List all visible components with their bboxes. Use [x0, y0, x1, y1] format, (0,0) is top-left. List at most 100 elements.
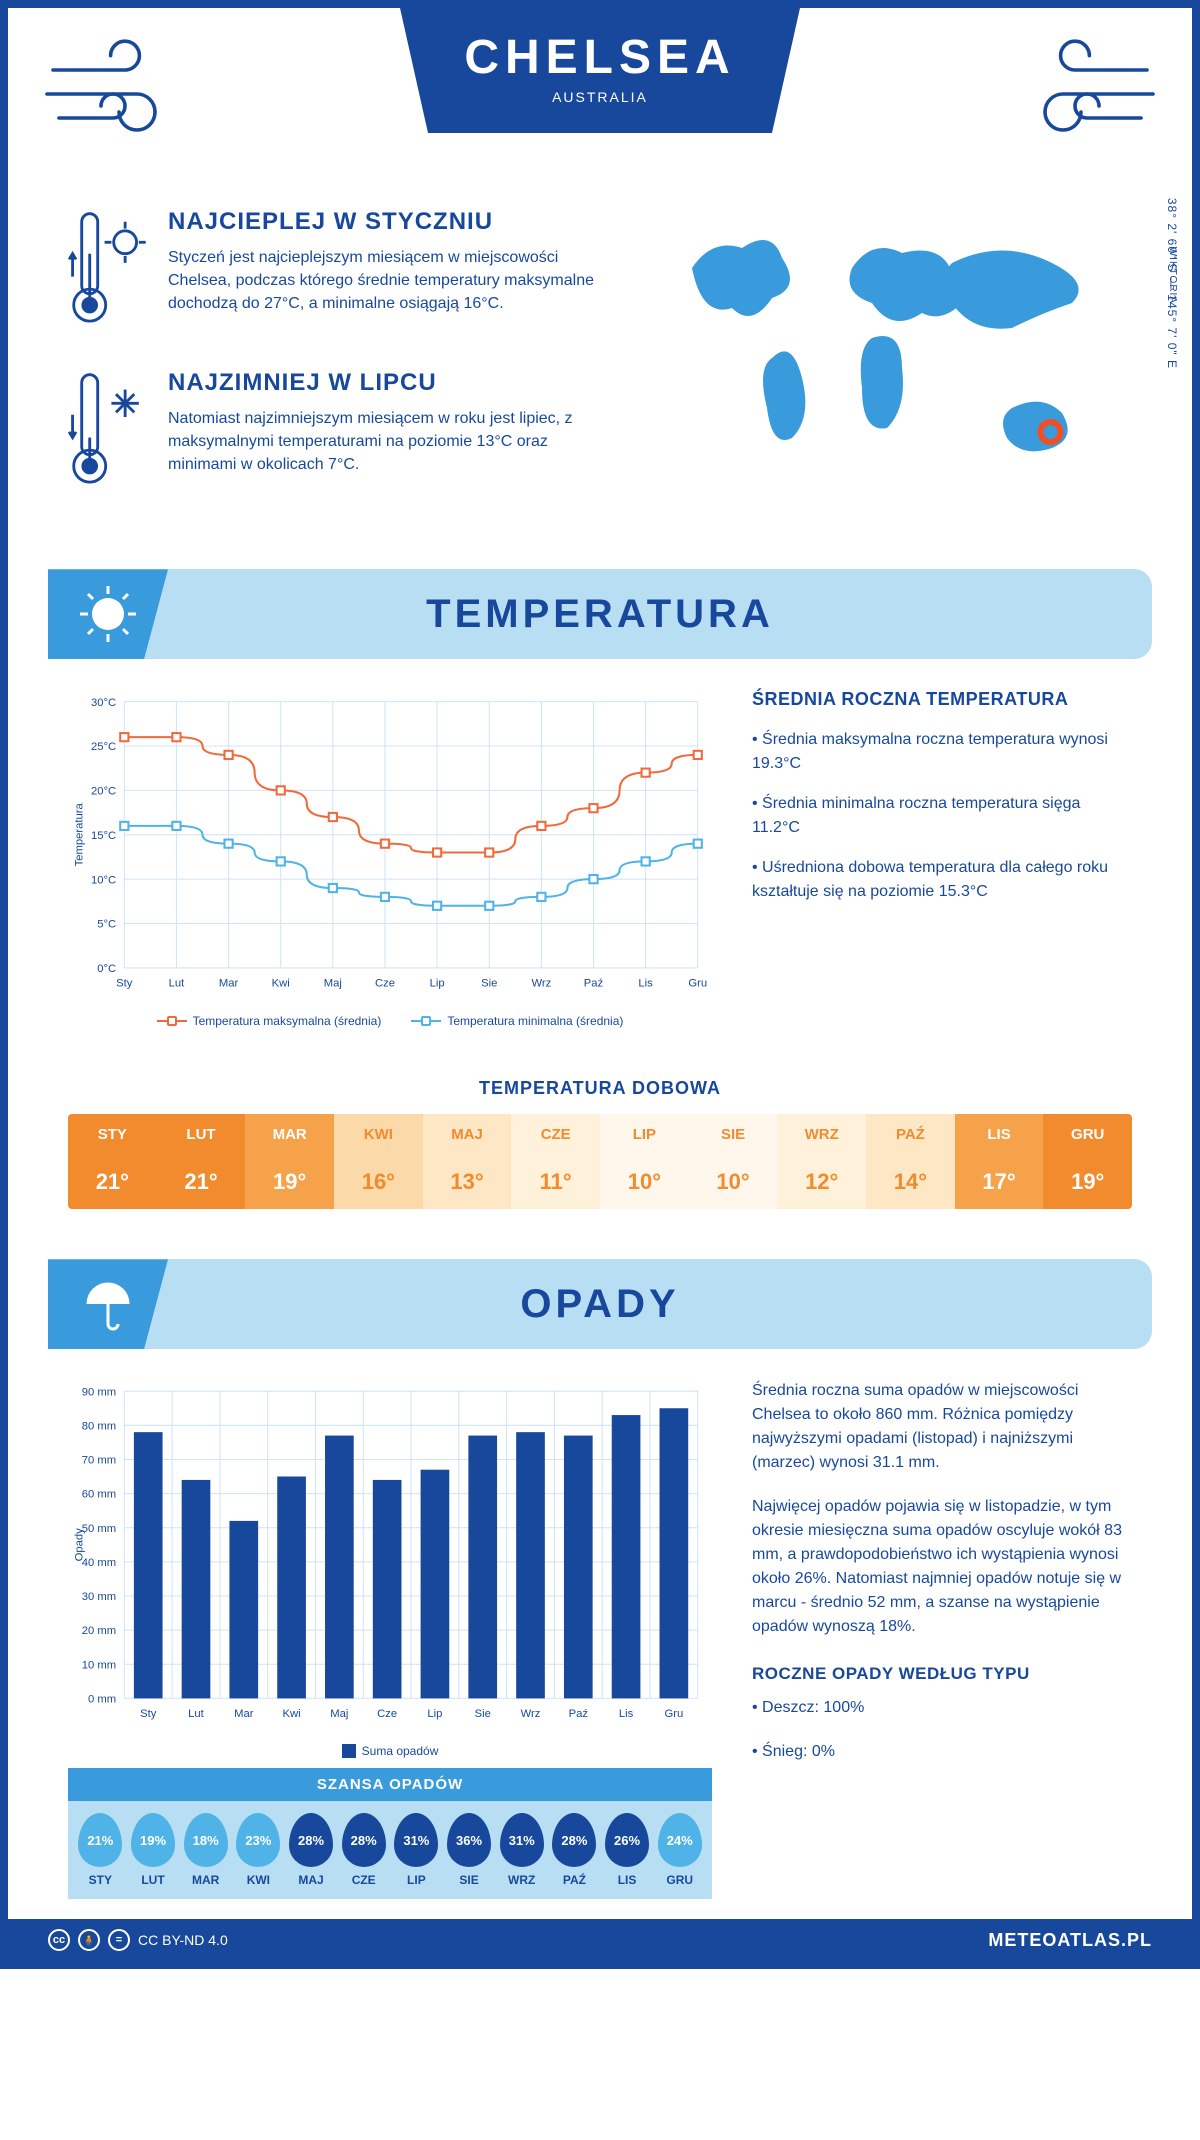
warm-fact-body: Styczeń jest najcieplejszym miesiącem w … — [168, 246, 612, 316]
temp-table-value: 10° — [689, 1155, 778, 1209]
precipitation-area: 0 mm10 mm20 mm30 mm40 mm50 mm60 mm70 mm8… — [8, 1379, 1192, 1919]
raindrop-icon: 24% — [658, 1813, 702, 1867]
svg-text:80 mm: 80 mm — [82, 1421, 116, 1433]
precip-type-item: • Śnieg: 0% — [752, 1740, 1132, 1764]
chance-title: SZANSA OPADÓW — [68, 1768, 712, 1801]
temp-info-bullet: • Uśredniona dobowa temperatura dla całe… — [752, 856, 1132, 904]
temp-table-value: 11° — [511, 1155, 600, 1209]
temp-table-value: 12° — [777, 1155, 866, 1209]
raindrop-icon: 31% — [500, 1813, 544, 1867]
svg-text:50 mm: 50 mm — [82, 1523, 116, 1535]
chance-month-label: STY — [74, 1873, 127, 1887]
svg-text:10 mm: 10 mm — [82, 1660, 116, 1672]
warm-fact-title: NAJCIEPLEJ W STYCZNIU — [168, 208, 612, 236]
svg-text:Lis: Lis — [619, 1708, 634, 1720]
country-name: AUSTRALIA — [400, 89, 800, 105]
temp-table-col: MAJ13° — [423, 1114, 512, 1209]
raindrop-icon: 31% — [394, 1813, 438, 1867]
precipitation-section-header: OPADY — [48, 1259, 1152, 1349]
chance-col: 18%MAR — [179, 1813, 232, 1887]
temp-table-col: LIS17° — [955, 1114, 1044, 1209]
svg-text:Paź: Paź — [569, 1708, 589, 1720]
svg-text:Opady: Opady — [73, 1528, 85, 1562]
chance-col: 28%PAŹ — [548, 1813, 601, 1887]
precipitation-title: OPADY — [520, 1282, 679, 1327]
temp-legend: Temperatura maksymalna (średnia) Tempera… — [68, 1014, 712, 1028]
temp-table-value: 17° — [955, 1155, 1044, 1209]
temp-table-month: MAJ — [423, 1114, 512, 1155]
raindrop-icon: 26% — [605, 1813, 649, 1867]
temp-table-col: LUT21° — [157, 1114, 246, 1209]
temp-table-col: GRU19° — [1043, 1114, 1132, 1209]
coordinates-label: 38° 2' 60" S — 145° 7' 0" E — [1165, 198, 1179, 369]
precip-types-title: ROCZNE OPADY WEDŁUG TYPU — [752, 1664, 1132, 1684]
temp-table-value: 19° — [1043, 1155, 1132, 1209]
svg-text:Sty: Sty — [140, 1708, 157, 1720]
temp-table-month: WRZ — [777, 1114, 866, 1155]
svg-text:Wrz: Wrz — [521, 1708, 541, 1720]
header: CHELSEA AUSTRALIA — [8, 8, 1192, 188]
legend-sum-label: Suma opadów — [362, 1744, 439, 1758]
warm-fact-text: NAJCIEPLEJ W STYCZNIU Styczeń jest najci… — [168, 208, 612, 339]
chance-col: 31% LIP — [390, 1813, 443, 1887]
chance-month-label: WRZ — [495, 1873, 548, 1887]
svg-text:Temperatura: Temperatura — [73, 803, 85, 867]
temp-info-title: ŚREDNIA ROCZNA TEMPERATURA — [752, 689, 1132, 710]
chance-col: 24% GRU — [653, 1813, 706, 1887]
legend-max: Temperatura maksymalna (średnia) — [157, 1014, 382, 1028]
svg-text:30°C: 30°C — [91, 697, 116, 709]
chance-month-label: LUT — [127, 1873, 180, 1887]
chance-col: 23%KWI — [232, 1813, 285, 1887]
cold-fact-text: NAJZIMNIEJ W LIPCU Natomiast najzimniejs… — [168, 369, 612, 500]
precipitation-info: Średnia roczna suma opadów w miejscowośc… — [752, 1379, 1132, 1899]
temp-table-col: STY21° — [68, 1114, 157, 1209]
footer: cc 🧍 = CC BY-ND 4.0 METEOATLAS.PL — [8, 1919, 1192, 1961]
precip-info-p1: Średnia roczna suma opadów w miejscowośc… — [752, 1379, 1132, 1475]
cold-fact-body: Natomiast najzimniejszym miesiącem w rok… — [168, 407, 612, 477]
precip-info-p2: Najwięcej opadów pojawia się w listopadz… — [752, 1495, 1132, 1639]
svg-text:Lut: Lut — [188, 1708, 205, 1720]
svg-text:15°C: 15°C — [91, 830, 116, 842]
cold-fact-title: NAJZIMNIEJ W LIPCU — [168, 369, 612, 397]
sun-icon — [48, 569, 168, 659]
city-name: CHELSEA — [400, 30, 800, 85]
temp-table-month: SIE — [689, 1114, 778, 1155]
chance-month-label: KWI — [232, 1873, 285, 1887]
svg-text:90 mm: 90 mm — [82, 1387, 116, 1399]
facts-column: NAJCIEPLEJ W STYCZNIU Styczeń jest najci… — [68, 208, 612, 529]
temp-table-value: 19° — [245, 1155, 334, 1209]
license-block: cc 🧍 = CC BY-ND 4.0 — [48, 1929, 228, 1951]
chance-month-label: GRU — [653, 1873, 706, 1887]
svg-text:Sty: Sty — [116, 978, 133, 990]
svg-text:30 mm: 30 mm — [82, 1591, 116, 1603]
temp-table-month: CZE — [511, 1114, 600, 1155]
svg-text:Cze: Cze — [377, 1708, 397, 1720]
temp-table-value: 14° — [866, 1155, 955, 1209]
thermometer-hot-icon — [68, 208, 148, 339]
raindrop-icon: 21% — [78, 1813, 122, 1867]
svg-text:10°C: 10°C — [91, 875, 116, 887]
svg-text:Sie: Sie — [475, 1708, 491, 1720]
svg-text:Lip: Lip — [427, 1708, 442, 1720]
chance-month-label: LIS — [601, 1873, 654, 1887]
svg-text:Gru: Gru — [688, 978, 707, 990]
temp-table-col: MAR19° — [245, 1114, 334, 1209]
temp-table-col: LIP10° — [600, 1114, 689, 1209]
svg-text:0 mm: 0 mm — [88, 1694, 116, 1706]
temp-table-month: STY — [68, 1114, 157, 1155]
chance-col: 31% WRZ — [495, 1813, 548, 1887]
site-name: METEOATLAS.PL — [988, 1930, 1152, 1951]
svg-text:Kwi: Kwi — [272, 978, 290, 990]
legend-sum: Suma opadów — [342, 1744, 439, 1758]
svg-text:40 mm: 40 mm — [82, 1557, 116, 1569]
svg-text:0°C: 0°C — [97, 963, 116, 975]
svg-text:Mar: Mar — [234, 1708, 254, 1720]
temp-table-value: 10° — [600, 1155, 689, 1209]
chance-month-label: LIP — [390, 1873, 443, 1887]
thermometer-cold-icon — [68, 369, 148, 500]
title-banner: CHELSEA AUSTRALIA — [400, 8, 800, 133]
raindrop-icon: 28% — [552, 1813, 596, 1867]
temp-table-col: KWI16° — [334, 1114, 423, 1209]
map-column: WIKTORIA 38° 2' 60" S — 145° 7' 0" E — [652, 208, 1132, 529]
page: CHELSEA AUSTRALIA NAJCIEPLEJ W S — [0, 0, 1200, 1969]
